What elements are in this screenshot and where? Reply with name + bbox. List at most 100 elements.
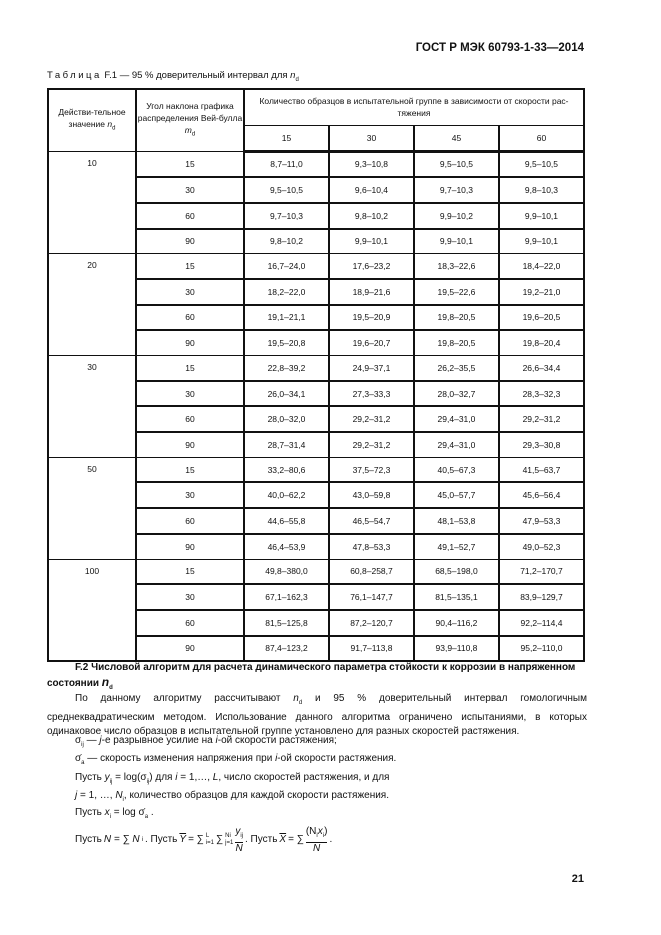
table-caption: Таблица F.1 — 95 % доверительный интерва… xyxy=(47,70,299,83)
interval-cell: 67,1–162,3 xyxy=(243,583,330,611)
interval-cell: 48,1–53,8 xyxy=(412,507,500,535)
interval-cell: 76,1–147,7 xyxy=(327,583,415,611)
interval-cell: 29,2–31,2 xyxy=(327,431,415,458)
interval-cell: 22,8–39,2 xyxy=(243,354,330,382)
interval-cell: 9,7–10,3 xyxy=(243,201,330,230)
table-row: 60 19,1–21,1 19,5–20,9 19,8–20,5 19,6–20,5 xyxy=(48,303,585,331)
md-value: 60 xyxy=(135,303,245,331)
interval-cell: 9,3–10,8 xyxy=(327,150,415,178)
col-header-nd: Действи-тельное значение nd xyxy=(47,88,137,152)
interval-cell: 9,9–10,1 xyxy=(412,227,500,255)
def-sigma-ij: σij — j-е разрывное усилие на i-ой скоро… xyxy=(75,735,337,748)
interval-cell: 9,6–10,4 xyxy=(327,176,415,204)
md-value: 15 xyxy=(135,456,245,483)
table-row: 50 15 33,2–80,6 37,5–72,3 40,5–67,3 41,5–63,7 xyxy=(47,456,585,560)
interval-cell: 18,4–22,0 xyxy=(497,253,585,280)
interval-cell: 8,7–11,0 xyxy=(243,150,330,178)
interval-cell: 19,8–20,4 xyxy=(497,329,585,357)
interval-cell: 28,0–32,7 xyxy=(412,379,500,407)
md-value: 15 xyxy=(135,253,245,280)
interval-cell: 19,5–20,8 xyxy=(243,329,330,357)
table-row: 20 15 16,7–24,0 17,6–23,2 18,3–22,6 18,4–22,0 xyxy=(47,253,585,356)
interval-cell: 26,0–34,1 xyxy=(243,379,330,407)
interval-cell: 95,2–110,0 xyxy=(497,634,585,662)
interval-cell: 37,5–72,3 xyxy=(327,456,415,483)
caption-var: n xyxy=(290,70,296,81)
interval-cell: 9,8–10,3 xyxy=(497,176,585,204)
interval-cell: 60,8–258,7 xyxy=(327,558,415,585)
interval-cell: 87,2–120,7 xyxy=(327,608,415,637)
interval-cell: 29,4–31,0 xyxy=(412,405,500,433)
md-value: 90 xyxy=(135,329,245,357)
caption-sub: d xyxy=(295,76,299,83)
confidence-interval-table: Действи-тельное значение nd Угол наклона… xyxy=(47,88,585,663)
interval-cell: 9,8–10,2 xyxy=(327,201,415,230)
nd-value: 20 xyxy=(47,253,137,356)
interval-cell: 49,8–380,0 xyxy=(243,558,330,585)
table-row: 90 28,7–31,4 29,2–31,2 29,4–31,0 29,3–30,8 xyxy=(48,431,585,458)
interval-cell: 24,9–37,1 xyxy=(327,354,415,382)
interval-cell: 19,5–20,9 xyxy=(327,303,415,331)
table-row: 30 15 22,8–39,2 24,9–37,1 26,2–35,5 26,6–34,4 xyxy=(47,354,585,458)
sample-size-header: 30 xyxy=(327,124,415,153)
table-row: 90 46,4–53,9 47,8–53,3 49,1–52,7 49,0–52,3 xyxy=(48,532,585,560)
interval-cell: 40,5–67,3 xyxy=(412,456,500,483)
interval-cell: 45,0–57,7 xyxy=(412,481,500,509)
md-value: 30 xyxy=(135,277,245,306)
interval-cell: 40,0–62,2 xyxy=(243,481,330,509)
interval-cell: 81,5–125,8 xyxy=(243,608,330,637)
interval-cell: 29,2–31,2 xyxy=(497,405,585,433)
interval-cell: 47,9–53,3 xyxy=(497,507,585,535)
table-row: 30 9,5–10,5 9,6–10,4 9,7–10,3 9,8–10,3 xyxy=(48,176,585,204)
interval-cell: 44,6–55,8 xyxy=(243,507,330,535)
interval-cell: 87,4–123,2 xyxy=(243,634,330,662)
interval-cell: 19,2–21,0 xyxy=(497,277,585,306)
nd-value: 50 xyxy=(47,456,137,560)
table-row: 90 19,5–20,8 19,6–20,7 19,8–20,5 19,8–20,4 xyxy=(48,329,585,357)
interval-cell: 92,2–114,4 xyxy=(497,608,585,637)
interval-cell: 29,3–30,8 xyxy=(497,431,585,458)
def-j: j = 1, …, Ni, количество образцов для ка… xyxy=(75,790,389,803)
sample-size-header: 45 xyxy=(412,124,500,153)
md-value: 90 xyxy=(135,634,245,662)
page-number: 21 xyxy=(571,873,584,885)
interval-cell: 29,4–31,0 xyxy=(412,431,500,458)
intro-paragraph: По данному алгоритму рассчитывают nd и 9… xyxy=(47,693,587,737)
caption-text: F.1 — 95 % доверительный интервал для xyxy=(101,70,291,81)
interval-cell: 47,8–53,3 xyxy=(327,532,415,560)
interval-cell: 19,5–22,6 xyxy=(412,277,500,306)
interval-cell: 19,6–20,5 xyxy=(497,303,585,331)
nd-value: 10 xyxy=(47,150,137,255)
interval-cell: 29,2–31,2 xyxy=(327,405,415,433)
interval-cell: 9,9–10,1 xyxy=(497,201,585,230)
interval-cell: 19,6–20,7 xyxy=(327,329,415,357)
interval-cell: 26,6–34,4 xyxy=(497,354,585,382)
interval-cell: 9,5–10,5 xyxy=(497,150,585,178)
interval-cell: 93,9–110,8 xyxy=(412,634,500,662)
interval-cell: 18,3–22,6 xyxy=(412,253,500,280)
def-x: Пусть xi = log σ̇a . xyxy=(75,807,154,820)
def-y: Пусть yij = log(σij) для i = 1,…, L, чис… xyxy=(75,772,390,785)
interval-cell: 71,2–170,7 xyxy=(497,558,585,585)
interval-cell: 9,8–10,2 xyxy=(243,227,330,255)
md-value: 60 xyxy=(135,507,245,535)
document-id: ГОСТ Р МЭК 60793-1-33—2014 xyxy=(415,42,584,54)
col-header-group: Количество образцов в испытательной груп… xyxy=(243,88,585,126)
table-row: 90 9,8–10,2 9,9–10,1 9,9–10,1 9,9–10,1 xyxy=(48,227,585,255)
md-value: 30 xyxy=(135,176,245,204)
md-value: 30 xyxy=(135,583,245,611)
table-row: 30 26,0–34,1 27,3–33,3 28,0–32,7 28,3–32,3 xyxy=(48,379,585,407)
md-value: 30 xyxy=(135,379,245,407)
interval-cell: 18,9–21,6 xyxy=(327,277,415,306)
interval-cell: 41,5–63,7 xyxy=(497,456,585,483)
interval-cell: 49,0–52,3 xyxy=(497,532,585,560)
md-value: 30 xyxy=(135,481,245,509)
interval-cell: 9,7–10,3 xyxy=(412,176,500,204)
interval-cell: 17,6–23,2 xyxy=(327,253,415,280)
interval-cell: 9,9–10,1 xyxy=(327,227,415,255)
def-sigma-rate: σ̇a — скорость изменения напряжения при … xyxy=(75,753,397,766)
interval-cell: 9,5–10,5 xyxy=(412,150,500,178)
md-value: 15 xyxy=(135,558,245,585)
interval-cell: 46,4–53,9 xyxy=(243,532,330,560)
